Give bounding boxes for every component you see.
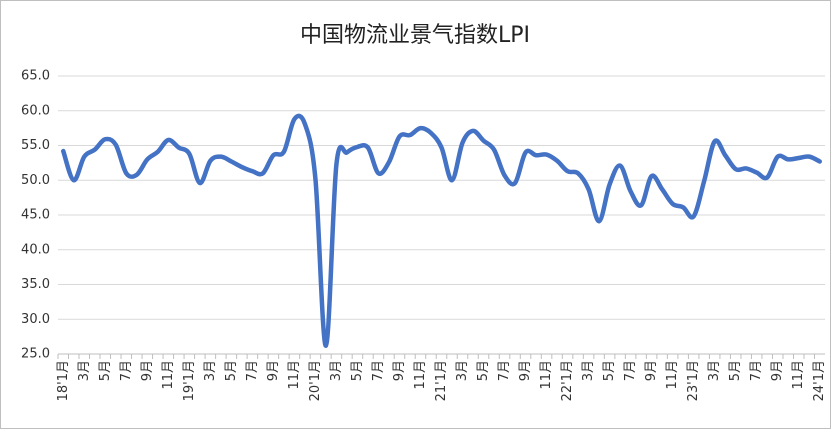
x-tick-label: 7月 xyxy=(245,360,260,381)
x-tick-label: 5月 xyxy=(350,360,365,381)
x-tick-label: 11月 xyxy=(287,360,302,390)
x-tick-label: 23'1月 xyxy=(686,360,701,401)
x-tick-label: 11月 xyxy=(665,360,680,390)
x-tick-label: 5月 xyxy=(476,360,491,381)
x-tick-label: 9月 xyxy=(518,360,533,381)
x-tick-label: 7月 xyxy=(623,360,638,381)
x-tick-label: 11月 xyxy=(539,360,554,390)
x-tick-label: 3月 xyxy=(581,360,596,381)
y-tick-label: 65.0 xyxy=(21,69,50,84)
x-tick-label: 11月 xyxy=(413,360,428,390)
x-tick-label: 7月 xyxy=(497,360,512,381)
x-tick-label: 5月 xyxy=(728,360,743,381)
x-tick-label: 3月 xyxy=(707,360,722,381)
y-tick-label: 35.0 xyxy=(21,277,50,292)
x-tick-label: 7月 xyxy=(119,360,134,381)
x-tick-label: 5月 xyxy=(602,360,617,381)
x-tick-label: 9月 xyxy=(644,360,659,381)
x-tick-label: 7月 xyxy=(749,360,764,381)
y-tick-label: 50.0 xyxy=(21,173,50,188)
x-tick-label: 3月 xyxy=(203,360,218,381)
x-tick-label: 9月 xyxy=(266,360,281,381)
x-tick-label: 24'1月 xyxy=(812,360,827,401)
x-tick-label: 9月 xyxy=(140,360,155,381)
x-tick-label: 3月 xyxy=(77,360,92,381)
y-tick-label: 45.0 xyxy=(21,208,50,223)
x-tick-label: 9月 xyxy=(392,360,407,381)
x-tick-label: 7月 xyxy=(371,360,386,381)
x-tick-label: 20'1月 xyxy=(308,360,323,401)
x-tick-label: 5月 xyxy=(224,360,239,381)
y-tick-label: 25.0 xyxy=(21,347,50,362)
x-tick-label: 11月 xyxy=(161,360,176,390)
y-tick-label: 60.0 xyxy=(21,103,50,118)
x-tick-label: 22'1月 xyxy=(560,360,575,401)
x-tick-label: 11月 xyxy=(791,360,806,390)
y-tick-label: 55.0 xyxy=(21,138,50,153)
x-tick-label: 3月 xyxy=(329,360,344,381)
y-tick-label: 40.0 xyxy=(21,242,50,257)
x-tick-label: 21'1月 xyxy=(434,360,449,401)
x-tick-label: 5月 xyxy=(98,360,113,381)
y-tick-label: 30.0 xyxy=(21,312,50,327)
x-tick-label: 9月 xyxy=(770,360,785,381)
chart-title: 中国物流业景气指数LPI xyxy=(300,23,530,48)
x-tick-label: 3月 xyxy=(455,360,470,381)
line-series xyxy=(61,113,822,348)
x-tick-label: 19'1月 xyxy=(182,360,197,401)
x-tick-label: 18'1月 xyxy=(56,360,71,401)
